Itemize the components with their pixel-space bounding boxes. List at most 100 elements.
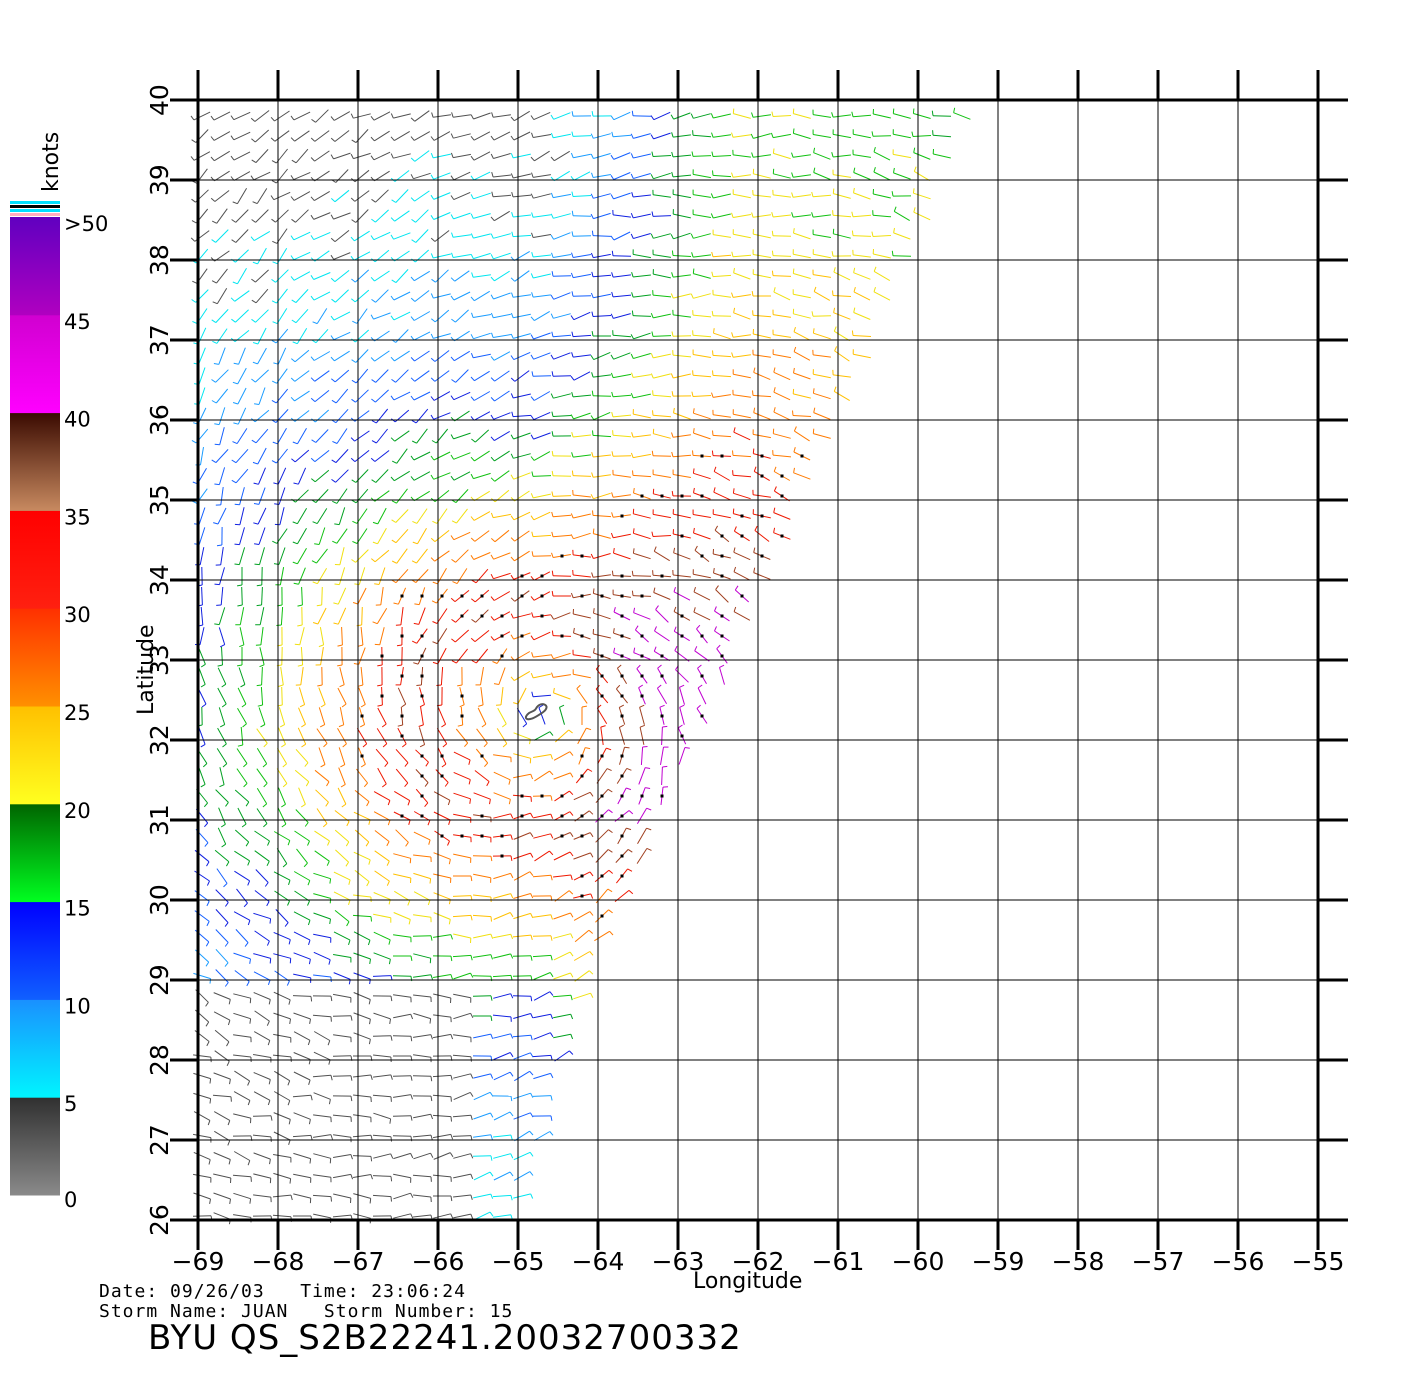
- wind-barb-flag: [213, 363, 219, 365]
- wind-barb: [773, 411, 791, 421]
- wind-barb: [294, 449, 310, 463]
- wind-barb: [280, 667, 284, 685]
- wind-barb: [893, 153, 911, 159]
- wind-barb-flag: [770, 132, 774, 138]
- wind-barb-flag: [662, 765, 668, 768]
- wind-barb-flag: [490, 356, 495, 361]
- wind-barb-flag: [714, 606, 717, 612]
- wind-barb-flag: [731, 352, 734, 358]
- wind-barb: [733, 492, 751, 500]
- rain-flag: [720, 534, 724, 538]
- lon-tick-label: −66: [412, 1247, 465, 1276]
- wind-barb-flag: [549, 1131, 554, 1136]
- wind-barb-flag: [570, 1034, 574, 1040]
- wind-barb-flag: [205, 941, 210, 947]
- wind-barb-flag: [391, 500, 397, 504]
- wind-barb: [273, 1012, 291, 1020]
- wind-barb-flag: [332, 500, 338, 504]
- rain-flag: [400, 674, 404, 678]
- wind-barb-flag: [630, 233, 634, 239]
- wind-barb: [592, 274, 612, 278]
- lon-tick-label: −67: [332, 1247, 385, 1276]
- wind-barb-flag: [610, 235, 615, 241]
- wind-barb-flag: [292, 441, 298, 445]
- wind-barb: [633, 253, 651, 259]
- wind-barb-flag: [290, 396, 295, 402]
- wind-barb: [693, 514, 711, 518]
- wind-barb-flag: [551, 552, 554, 558]
- wind-barb-flag: [330, 335, 335, 340]
- wind-barb: [452, 895, 472, 897]
- wind-barb: [813, 412, 831, 420]
- rain-flag: [420, 694, 424, 698]
- wind-barb: [593, 293, 611, 299]
- wind-barb-flag: [470, 175, 475, 181]
- wind-barb-flag: [411, 218, 416, 223]
- wind-barb: [434, 530, 450, 542]
- wind-barb-flag: [550, 614, 555, 620]
- wind-barb-flag: [773, 387, 776, 393]
- wind-barb: [239, 627, 245, 645]
- wind-barb: [474, 770, 490, 782]
- wind-barb: [353, 992, 371, 1000]
- wind-barb-flag: [508, 779, 511, 785]
- wind-barb-flag: [410, 1192, 414, 1198]
- wind-barb-flag: [290, 175, 295, 180]
- wind-barb: [493, 334, 511, 338]
- wind-barb-flag: [711, 450, 714, 456]
- rain-flag: [360, 714, 364, 718]
- wind-barb-flag: [431, 600, 437, 604]
- wind-barb: [240, 726, 244, 746]
- wind-barb-flag: [211, 220, 217, 224]
- wind-barb: [434, 230, 450, 242]
- wind-barb-flag: [271, 160, 277, 164]
- wind-barb: [673, 412, 691, 420]
- wind-barb: [494, 270, 510, 282]
- wind-barb: [533, 111, 551, 121]
- wind-barb-flag: [271, 460, 277, 464]
- wind-barb: [733, 413, 751, 419]
- wind-barb-flag: [490, 554, 495, 560]
- wind-barb: [218, 607, 226, 625]
- wind-barb: [733, 334, 751, 338]
- storm-info: Storm Name: JUAN Storm Number: 15: [99, 1301, 514, 1322]
- wind-barb-flag: [793, 326, 796, 332]
- wind-barb: [233, 131, 251, 141]
- wind-barb: [259, 647, 265, 665]
- wind-barb: [272, 1054, 292, 1058]
- wind-barb: [652, 215, 672, 217]
- wind-barb: [678, 747, 686, 765]
- wind-barb-flag: [490, 1073, 494, 1079]
- wind-barb-flag: [230, 115, 235, 120]
- wind-barb-flag: [470, 213, 474, 219]
- wind-barb: [313, 912, 331, 920]
- wind-barb: [513, 294, 531, 298]
- wind-barb: [361, 606, 363, 626]
- wind-barb: [217, 687, 227, 705]
- wind-barb-flag: [334, 583, 340, 586]
- wind-barb: [261, 586, 263, 606]
- wind-barb: [437, 647, 447, 665]
- wind-barb-flag: [733, 307, 736, 313]
- wind-barb-flag: [450, 1213, 454, 1219]
- wind-barb: [274, 890, 290, 902]
- wind-barb: [272, 1194, 292, 1198]
- wind-barb-flag: [191, 198, 196, 203]
- wind-barb: [454, 270, 470, 282]
- lat-tick-label: 38: [145, 244, 174, 276]
- wind-barb-flag: [430, 1114, 434, 1120]
- wind-barb-flag: [490, 1033, 494, 1039]
- wind-barb: [453, 171, 471, 181]
- wind-barb: [833, 193, 851, 199]
- wind-barb: [873, 151, 891, 161]
- rain-flag: [720, 554, 724, 558]
- wind-barb-flag: [390, 153, 394, 159]
- wind-barb: [217, 507, 227, 525]
- wind-barb-flag: [310, 275, 315, 280]
- wind-barb-flag: [670, 373, 674, 379]
- wind-barb-flag: [893, 227, 895, 233]
- wind-barb: [593, 411, 611, 421]
- wind-barb-flag: [450, 1134, 454, 1140]
- wind-barb-flag: [530, 1092, 534, 1098]
